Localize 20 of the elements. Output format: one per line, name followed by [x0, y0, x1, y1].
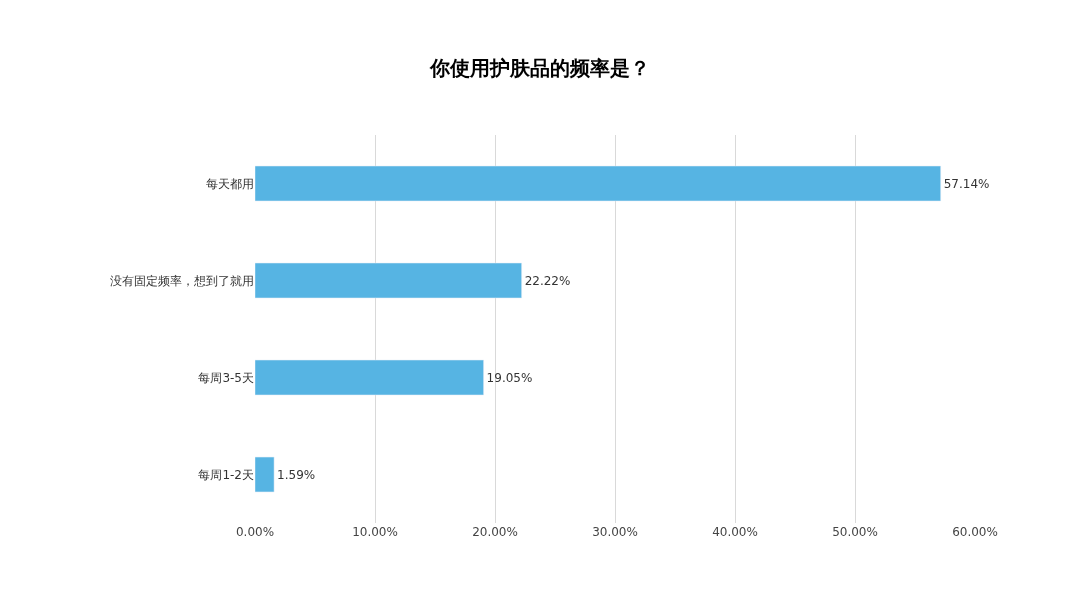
data-label: 57.14%: [943, 176, 990, 191]
y-tick-label: 每天都用: [206, 176, 254, 191]
chart-title: 你使用护肤品的频率是？: [429, 55, 650, 80]
y-tick-label: 没有固定频率，想到了就用: [110, 273, 254, 288]
data-label: 22.22%: [524, 273, 571, 288]
x-tick-label: 10.00%: [352, 525, 398, 539]
bar: [255, 165, 941, 202]
y-tick-label: 每周3-5天: [198, 370, 254, 385]
data-label: 19.05%: [486, 370, 533, 385]
x-tick-label: 30.00%: [592, 525, 638, 539]
bar: [255, 456, 275, 493]
data-label: 1.59%: [277, 467, 316, 482]
x-tick-label: 20.00%: [472, 525, 518, 539]
y-tick-label: 每周1-2天: [198, 467, 254, 482]
x-tick-label: 0.00%: [235, 525, 275, 539]
bar: [255, 262, 522, 299]
x-tick-label: 60.00%: [952, 525, 998, 539]
x-tick-label: 40.00%: [712, 525, 758, 539]
x-tick-label: 50.00%: [832, 525, 878, 539]
bar: [255, 359, 484, 396]
